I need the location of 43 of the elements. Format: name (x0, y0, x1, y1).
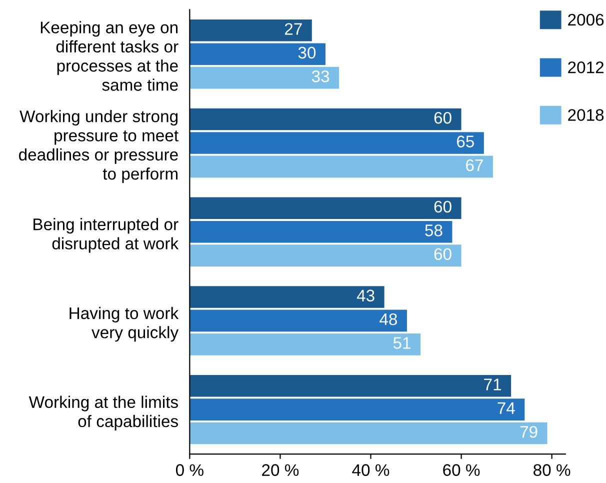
data-label: 60 (434, 248, 452, 260)
bar (190, 374, 512, 397)
bar (190, 422, 548, 444)
data-label: 65 (456, 136, 474, 148)
bar (190, 197, 462, 220)
data-label: 71 (484, 378, 502, 390)
bar (190, 398, 525, 420)
bar (190, 66, 340, 89)
bar (190, 244, 462, 266)
bar (190, 334, 421, 356)
bar (190, 286, 384, 308)
data-label: 43 (356, 290, 374, 302)
bar (190, 310, 407, 332)
bar (190, 43, 326, 65)
bar (190, 19, 312, 42)
bar (190, 132, 484, 154)
data-label: 60 (434, 112, 452, 124)
data-label: 33 (312, 70, 330, 82)
data-label: 60 (434, 200, 452, 213)
data-label: 58 (425, 224, 442, 236)
x-tick-label: 80 % (534, 464, 570, 476)
y-tick-label: Keeping an eye on different tasks or processes at the same time (40, 21, 178, 91)
bar (190, 156, 493, 178)
data-label: 67 (466, 159, 483, 172)
x-tick-label: 0 % (176, 464, 204, 476)
data-label: 27 (284, 23, 302, 35)
y-tick-label: Working under strong pressure to meet deadlines or pressure to perform (19, 110, 178, 184)
y-tick-label: Working at the limits of capabilities (28, 396, 178, 430)
data-label: 48 (380, 313, 397, 326)
x-tick-label: 20 % (262, 464, 299, 476)
bar (190, 220, 452, 243)
bar (190, 108, 462, 130)
x-tick-label: 60 % (443, 464, 480, 476)
y-tick-label: Being interrupted or disrupted at work (34, 218, 179, 253)
data-label: 74 (498, 402, 515, 414)
legend-label: 2006 (568, 14, 604, 26)
data-label: 30 (298, 46, 316, 59)
legend-label: 2018 (568, 109, 604, 121)
data-label: 51 (393, 337, 410, 349)
legend-label: 2012 (568, 61, 604, 74)
y-tick-label: Having to work very quickly (70, 306, 179, 342)
x-tick-label: 40 % (352, 464, 390, 476)
data-label: 79 (520, 426, 538, 438)
